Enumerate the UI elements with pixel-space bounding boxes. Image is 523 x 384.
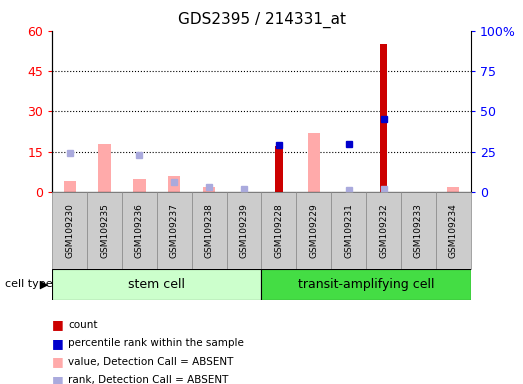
Text: value, Detection Call = ABSENT: value, Detection Call = ABSENT xyxy=(68,357,233,367)
FancyBboxPatch shape xyxy=(262,192,297,269)
FancyBboxPatch shape xyxy=(401,192,436,269)
FancyBboxPatch shape xyxy=(87,192,122,269)
FancyBboxPatch shape xyxy=(52,192,87,269)
FancyBboxPatch shape xyxy=(52,269,262,300)
Text: transit-amplifying cell: transit-amplifying cell xyxy=(298,278,434,291)
FancyBboxPatch shape xyxy=(192,192,226,269)
Title: GDS2395 / 214331_at: GDS2395 / 214331_at xyxy=(177,12,346,28)
FancyBboxPatch shape xyxy=(226,192,262,269)
Text: GSM109228: GSM109228 xyxy=(275,203,283,258)
FancyBboxPatch shape xyxy=(122,192,157,269)
Text: percentile rank within the sample: percentile rank within the sample xyxy=(68,338,244,348)
Bar xyxy=(275,146,283,192)
Text: cell type: cell type xyxy=(5,279,53,289)
Text: ■: ■ xyxy=(52,318,64,331)
Bar xyxy=(380,44,388,192)
Text: stem cell: stem cell xyxy=(129,278,185,291)
Bar xyxy=(168,176,180,192)
Text: rank, Detection Call = ABSENT: rank, Detection Call = ABSENT xyxy=(68,375,229,384)
Bar xyxy=(98,144,111,192)
Text: count: count xyxy=(68,320,97,330)
Text: GSM109238: GSM109238 xyxy=(204,203,214,258)
FancyBboxPatch shape xyxy=(262,269,471,300)
Text: GSM109229: GSM109229 xyxy=(309,203,319,258)
Text: GSM109234: GSM109234 xyxy=(449,203,458,258)
FancyBboxPatch shape xyxy=(366,192,401,269)
Text: GSM109239: GSM109239 xyxy=(240,203,248,258)
FancyBboxPatch shape xyxy=(436,192,471,269)
Text: GSM109230: GSM109230 xyxy=(65,203,74,258)
FancyBboxPatch shape xyxy=(157,192,192,269)
Text: ■: ■ xyxy=(52,355,64,368)
Text: GSM109236: GSM109236 xyxy=(135,203,144,258)
FancyBboxPatch shape xyxy=(331,192,366,269)
Bar xyxy=(447,187,459,192)
Text: ■: ■ xyxy=(52,374,64,384)
Text: ■: ■ xyxy=(52,337,64,350)
Text: ▶: ▶ xyxy=(40,279,49,289)
Bar xyxy=(203,187,215,192)
Text: GSM109231: GSM109231 xyxy=(344,203,353,258)
Bar xyxy=(308,133,320,192)
Bar xyxy=(64,181,76,192)
Text: GSM109233: GSM109233 xyxy=(414,203,423,258)
Text: GSM109237: GSM109237 xyxy=(170,203,179,258)
Text: GSM109232: GSM109232 xyxy=(379,203,388,258)
Text: GSM109235: GSM109235 xyxy=(100,203,109,258)
Bar xyxy=(133,179,145,192)
FancyBboxPatch shape xyxy=(297,192,331,269)
